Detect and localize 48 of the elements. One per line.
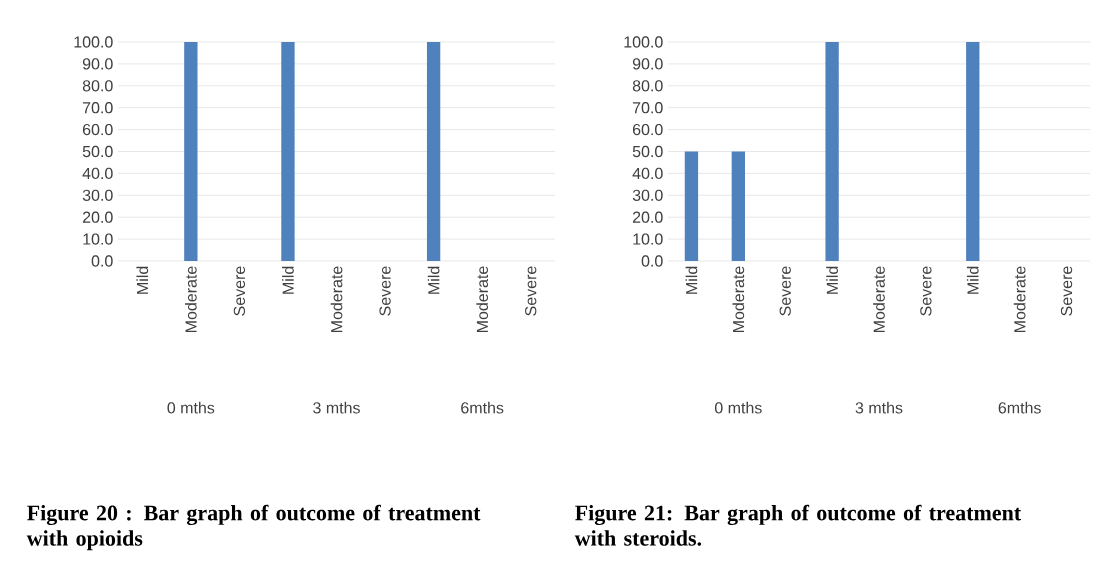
x-tick-label: Moderate — [873, 266, 885, 332]
x-tick-label: Moderate — [330, 266, 343, 332]
x-tick-label: Severe — [920, 266, 932, 316]
y-tick-label: 20.0 — [82, 211, 113, 223]
x-tick-label: Severe — [525, 266, 537, 316]
y-tick-label: 70.0 — [82, 102, 113, 114]
text: 6mths — [998, 401, 1041, 414]
text: 0 mths — [714, 401, 762, 414]
y-tick-label: 10.0 — [83, 233, 113, 245]
y-tick-label: 60.0 — [82, 123, 113, 136]
x-tick-label: Severe — [779, 266, 791, 316]
x-tick-label: Moderate — [184, 266, 197, 332]
y-tick-label: 30.0 — [82, 189, 113, 201]
x-tick-label: Mild — [427, 266, 440, 294]
y-tick-label: 0.0 — [91, 255, 113, 267]
y-tick-label: 60.0 — [632, 123, 663, 136]
text: 0 mths — [167, 401, 215, 414]
text: Figure 20 : Bar graph of outcome of treatment with opioids — [26, 504, 481, 551]
y-tick-label: 70.0 — [632, 102, 663, 114]
x-tick-label: Moderate — [476, 266, 489, 332]
text: 6mths — [461, 401, 504, 414]
y-tick-label: 10.0 — [633, 233, 663, 245]
x-tick-label: Moderate — [732, 266, 745, 332]
y-tick-label: 20.0 — [632, 211, 663, 223]
y-tick-label: 30.0 — [632, 189, 663, 201]
x-tick-label: Severe — [379, 266, 391, 316]
y-tick-label: 50.0 — [82, 145, 113, 158]
y-tick-label: 0.0 — [641, 255, 663, 267]
x-tick-label: Mild — [966, 266, 979, 294]
y-tick-label: 100.0 — [74, 36, 113, 48]
y-tick-label: 40.0 — [82, 167, 113, 180]
x-tick-label: Mild — [136, 266, 149, 294]
text: 3 mths — [855, 401, 903, 414]
x-tick-label: Mild — [282, 266, 294, 294]
text: 3 mths — [313, 401, 360, 414]
y-tick-label: 100.0 — [624, 36, 663, 48]
x-tick-label: Moderate — [1013, 266, 1026, 332]
y-tick-label: 90.0 — [632, 58, 663, 70]
text: Figure 21: Bar graph of outcome of treatment with steroids. — [574, 504, 1022, 546]
x-tick-label: Severe — [1060, 266, 1073, 316]
y-tick-label: 90.0 — [82, 58, 113, 70]
x-tick-label: Severe — [233, 266, 246, 316]
x-tick-label: Mild — [826, 266, 838, 294]
y-tick-label: 80.0 — [82, 80, 113, 92]
y-tick-label: 50.0 — [632, 145, 663, 158]
y-tick-label: 80.0 — [632, 80, 663, 92]
y-tick-label: 40.0 — [632, 167, 663, 180]
x-tick-label: Mild — [685, 266, 698, 294]
